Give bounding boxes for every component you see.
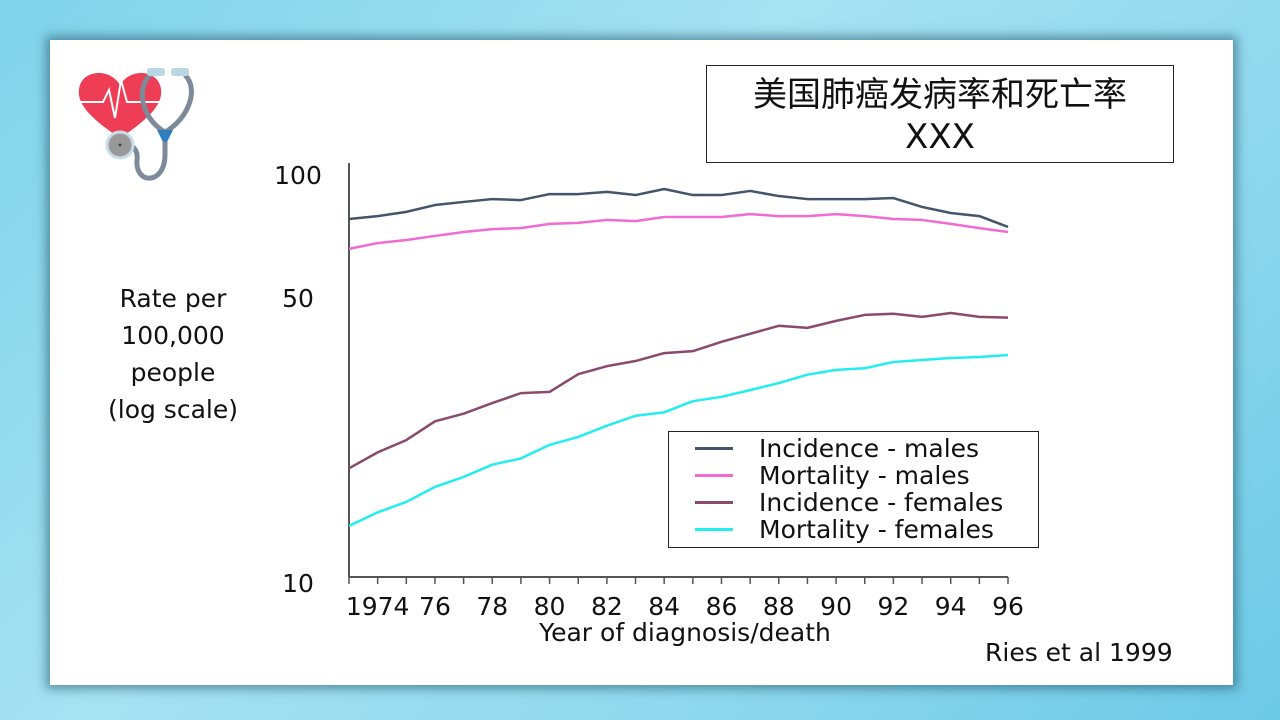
series-line-mortality-males xyxy=(348,212,1009,251)
legend-swatch xyxy=(695,501,733,504)
x-tick-label: 94 xyxy=(935,592,967,621)
y-label-line: people xyxy=(130,358,216,387)
y-axis-label: Rate per 100,000 people (log scale) xyxy=(100,280,246,428)
legend-swatch xyxy=(695,528,733,531)
legend-item: Mortality - males xyxy=(669,461,1038,490)
x-tick-label: 92 xyxy=(877,592,909,621)
heart-stethoscope-logo xyxy=(78,68,194,181)
title-line-1: 美国肺癌发病率和死亡率 xyxy=(753,75,1127,115)
title-line-2: XXX xyxy=(905,117,975,157)
legend-item: Mortality - females xyxy=(669,515,1038,544)
source-citation: Ries et al 1999 xyxy=(985,638,1173,667)
x-tick-label: 82 xyxy=(591,592,623,621)
legend-item: Incidence - females xyxy=(669,488,1038,517)
x-axis-label: Year of diagnosis/death xyxy=(539,618,831,647)
series-line-incidence-males xyxy=(348,187,1009,229)
chart-legend: Incidence - males Mortality - males Inci… xyxy=(668,431,1039,548)
y-tick-label: 100 xyxy=(274,161,322,190)
x-tick-label: 84 xyxy=(648,592,680,621)
x-tick-label: 80 xyxy=(534,592,566,621)
legend-item: Incidence - males xyxy=(669,434,1038,463)
x-tick-label: 88 xyxy=(763,592,795,621)
legend-label: Incidence - males xyxy=(759,434,980,463)
x-tick-label: 90 xyxy=(820,592,852,621)
y-tick-label: 50 xyxy=(282,284,314,313)
series-line-incidence-females xyxy=(348,311,1009,470)
x-tick-label: 78 xyxy=(476,592,508,621)
legend-label: Mortality - females xyxy=(759,515,994,544)
legend-swatch xyxy=(695,447,733,450)
legend-label: Mortality - males xyxy=(759,461,970,490)
y-label-line: 100,000 xyxy=(121,321,225,350)
y-label-line: (log scale) xyxy=(108,395,238,424)
x-tick-label: 76 xyxy=(419,592,451,621)
x-tick-label: 96 xyxy=(992,592,1024,621)
series-line-mortality-females xyxy=(348,353,1009,528)
y-tick-label: 10 xyxy=(282,569,314,598)
y-label-line: Rate per xyxy=(119,284,227,313)
chart-title: 美国肺癌发病率和死亡率 XXX xyxy=(706,65,1174,163)
x-tick-label: 1974 xyxy=(346,592,410,621)
x-tick-label: 86 xyxy=(706,592,738,621)
legend-swatch xyxy=(695,474,733,477)
legend-label: Incidence - females xyxy=(759,488,1004,517)
